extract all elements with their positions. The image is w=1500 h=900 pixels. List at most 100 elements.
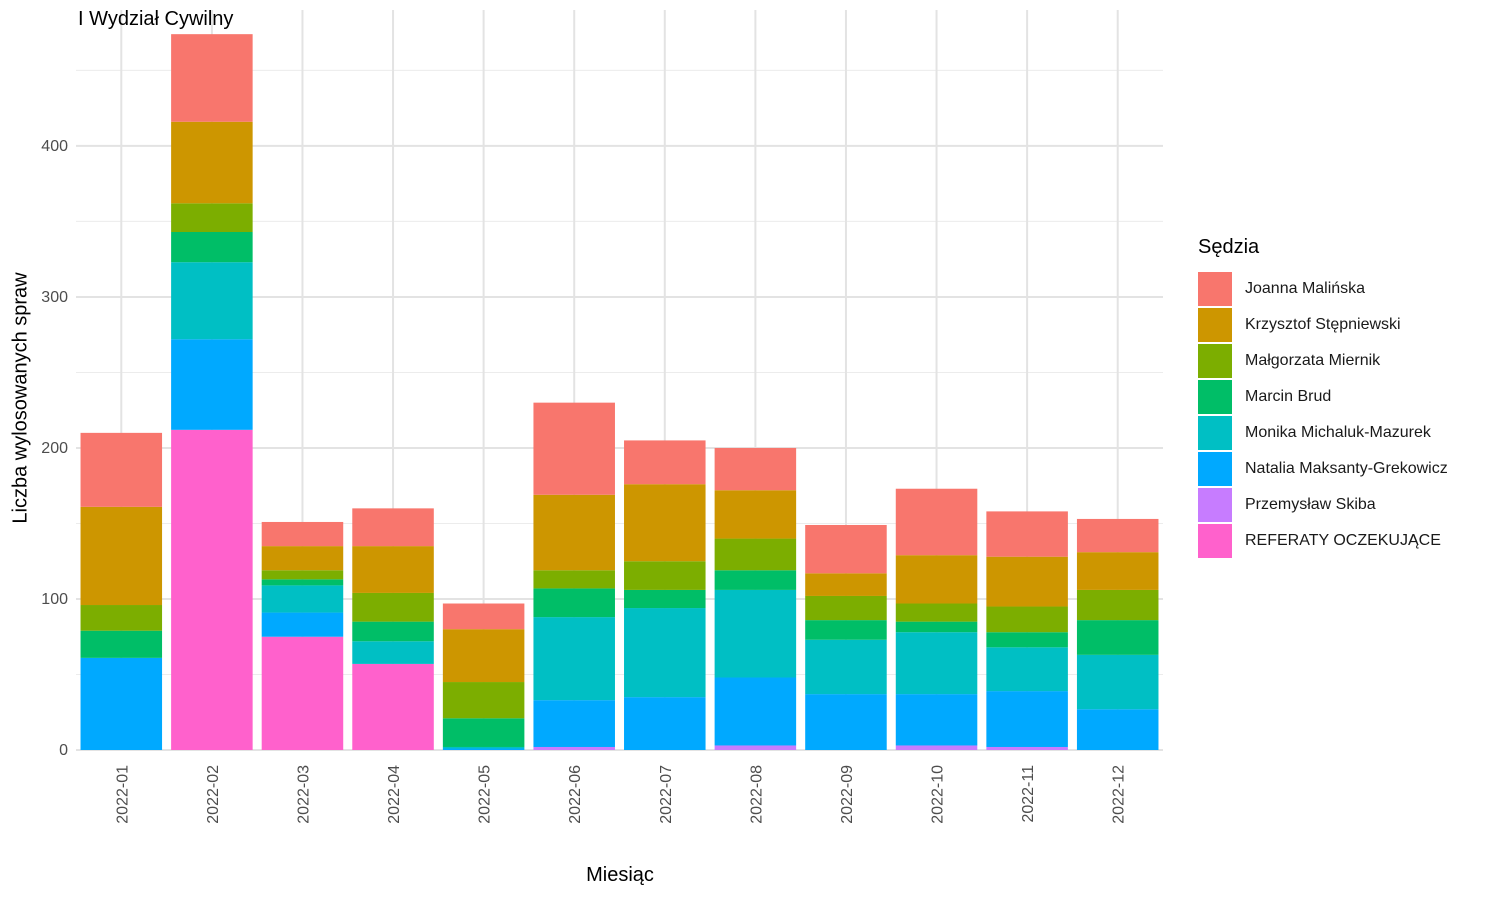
bar-segment: Małgorzata Miernik 2022-10: 12 — [895, 603, 978, 622]
bar-segment: Małgorzata Miernik 2022-01: 17 — [80, 605, 163, 631]
x-tick-label: 2022-01 — [114, 765, 131, 824]
legend-title: Sędzia — [1198, 236, 1260, 258]
bar-segment: Marcin Brud 2022-01: 18 — [80, 630, 163, 658]
legend-swatch — [1198, 272, 1232, 306]
bar-segment: Przemysław Skiba 2022-08: 3 — [714, 745, 797, 750]
bar-segment: Joanna Malińska 2022-09: 32 — [805, 524, 887, 574]
legend-swatch — [1198, 524, 1232, 558]
bar-segment: Małgorzata Miernik 2022-11: 17 — [986, 606, 1068, 633]
bar-segment: Przemysław Skiba 2022-06: 2 — [533, 746, 615, 750]
bar-segment: Marcin Brud 2022-11: 10 — [986, 632, 1068, 648]
bar-segment: Krzysztof Stępniewski 2022-06: 50 — [533, 494, 615, 571]
bar-segment: Joanna Malińska 2022-10: 44 — [895, 488, 978, 556]
bar-segment: Przemysław Skiba 2022-10: 3 — [895, 745, 978, 750]
y-tick-labels: 0 100 200 300 400 — [41, 138, 68, 759]
legend-entry: Krzysztof Stępniewski — [1198, 307, 1448, 343]
x-tick-label: 2022-06 — [567, 765, 584, 824]
legend-swatch — [1198, 380, 1232, 414]
legend-entry: Małgorzata Miernik — [1198, 343, 1448, 379]
bar-segment: Krzysztof Stępniewski 2022-01: 65 — [80, 506, 163, 606]
bar-segment: Joanna Malińska 2022-11: 30 — [986, 511, 1068, 557]
x-tick-label: 2022-05 — [477, 765, 494, 824]
bar-segment: Natalia Maksanty-Grekowicz 2022-09: 37 — [805, 694, 887, 750]
bar-segment: Joanna Malińska 2022-07: 29 — [624, 440, 706, 485]
y-tick-label: 400 — [41, 138, 68, 155]
bar-segment: Joanna Malińska 2022-02: 58 — [171, 34, 253, 122]
bar-segment: Natalia Maksanty-Grekowicz 2022-01: 61 — [80, 657, 163, 750]
bar-segment: Monika Michaluk-Mazurek 2022-04: 15 — [352, 641, 434, 664]
bar-segment: Krzysztof Stępniewski 2022-02: 54 — [171, 121, 253, 204]
bar-segment: Joanna Malińska 2022-04: 25 — [352, 508, 434, 547]
bar-segment: Monika Michaluk-Mazurek 2022-07: 59 — [624, 608, 706, 698]
x-tick-label: 2022-04 — [386, 765, 403, 824]
y-tick-label: 200 — [41, 440, 68, 457]
legend-label: Natalia Maksanty-Grekowicz — [1245, 460, 1448, 477]
bar-segment: REFERATY OCZEKUJĄCE 2022-03: 75 — [261, 636, 344, 750]
legend-entry: Marcin Brud — [1198, 379, 1448, 415]
x-tick-label: 2022-12 — [1111, 765, 1128, 824]
legend-label: Marcin Brud — [1245, 388, 1332, 405]
legend-swatch — [1198, 488, 1232, 522]
bar-segment: Marcin Brud 2022-12: 23 — [1076, 620, 1159, 655]
bar-segment: REFERATY OCZEKUJĄCE 2022-04: 57 — [352, 663, 434, 750]
bar-segment: REFERATY OCZEKUJĄCE 2022-02: 212 — [171, 429, 253, 750]
x-axis-label: Miesiąc — [586, 864, 654, 886]
bars: Natalia Maksanty-Grekowicz 2022-01: 61Ma… — [80, 34, 1159, 750]
bar-segment: Monika Michaluk-Mazurek 2022-12: 36 — [1076, 654, 1159, 710]
bar-segment: Monika Michaluk-Mazurek 2022-11: 29 — [986, 647, 1068, 692]
legend-swatch — [1198, 308, 1232, 342]
bar-segment: Krzysztof Stępniewski 2022-05: 35 — [442, 629, 525, 683]
legend-entry: Monika Michaluk-Mazurek — [1198, 415, 1448, 451]
bar-segment: Marcin Brud 2022-07: 12 — [624, 589, 706, 609]
bar-segment: Krzysztof Stępniewski 2022-11: 33 — [986, 556, 1068, 607]
bar-segment: Monika Michaluk-Mazurek 2022-05: 1 — [442, 746, 525, 749]
bar-segment: Małgorzata Miernik 2022-06: 12 — [533, 570, 615, 589]
bar-segment: Marcin Brud 2022-09: 13 — [805, 620, 887, 640]
legend-entry: REFERATY OCZEKUJĄCE — [1198, 523, 1448, 559]
legend-entry: Natalia Maksanty-Grekowicz — [1198, 451, 1448, 487]
chart-title: I Wydział Cywilny — [78, 8, 234, 30]
y-tick-label: 0 — [59, 742, 68, 759]
bar-segment: Krzysztof Stępniewski 2022-08: 32 — [714, 490, 797, 539]
x-tick-labels: 2022-01 2022-02 2022-03 2022-04 2022-05 2022-… — [114, 765, 1127, 824]
legend-items: Joanna Malińska Krzysztof Stępniewski Małg… — [1198, 271, 1448, 559]
bar-segment: Krzysztof Stępniewski 2022-04: 31 — [352, 546, 434, 593]
legend-swatch — [1198, 416, 1232, 450]
bar-segment: Krzysztof Stępniewski 2022-09: 15 — [805, 573, 887, 596]
legend-label: Przemysław Skiba — [1245, 496, 1376, 513]
bar-segment: Krzysztof Stępniewski 2022-03: 16 — [261, 546, 344, 571]
bar-segment: Marcin Brud 2022-05: 19 — [442, 718, 525, 747]
bar-segment: Marcin Brud 2022-10: 7 — [895, 621, 978, 633]
x-tick-label: 2022-09 — [839, 765, 856, 824]
bar-segment: Joanna Malińska 2022-12: 22 — [1076, 518, 1159, 553]
bar-segment: Joanna Malińska 2022-03: 16 — [261, 521, 344, 547]
bar-segment: Małgorzata Miernik 2022-05: 24 — [442, 682, 525, 719]
bar-segment: Natalia Maksanty-Grekowicz 2022-02: 60 — [171, 339, 253, 430]
x-tick-label: 2022-11 — [1020, 765, 1037, 823]
legend: Sędzia Joanna Malińska Krzysztof Stępniew… — [1198, 236, 1448, 559]
bar-segment: Natalia Maksanty-Grekowicz 2022-10: 34 — [895, 694, 978, 746]
bar-segment: Małgorzata Miernik 2022-04: 19 — [352, 592, 434, 622]
legend-entry: Joanna Malińska — [1198, 271, 1448, 307]
bar-segment: Monika Michaluk-Mazurek 2022-06: 55 — [533, 617, 615, 701]
x-tick-label: 2022-07 — [658, 765, 675, 824]
bar-segment: Joanna Malińska 2022-06: 61 — [533, 402, 615, 495]
legend-label: Krzysztof Stępniewski — [1245, 316, 1401, 333]
bar-segment: Małgorzata Miernik 2022-02: 19 — [171, 203, 253, 232]
bar-segment: Joanna Malińska 2022-05: 17 — [442, 603, 525, 630]
bar-segment: Marcin Brud 2022-04: 13 — [352, 621, 434, 642]
bar-segment: Natalia Maksanty-Grekowicz 2022-03: 16 — [261, 612, 344, 637]
bar-segment: Przemysław Skiba 2022-11: 2 — [986, 746, 1068, 750]
bar-segment: Marcin Brud 2022-03: 4 — [261, 579, 344, 586]
y-axis-label: Liczba wylosowanych spraw — [9, 272, 32, 524]
bar-segment: Natalia Maksanty-Grekowicz 2022-07: 35 — [624, 697, 706, 750]
legend-label: REFERATY OCZEKUJĄCE — [1245, 532, 1441, 549]
legend-swatch — [1198, 452, 1232, 486]
bar-segment: Monika Michaluk-Mazurek 2022-09: 36 — [805, 639, 887, 695]
bar-segment: Marcin Brud 2022-06: 19 — [533, 588, 615, 618]
bar-segment: Marcin Brud 2022-08: 13 — [714, 570, 797, 590]
legend-entry: Przemysław Skiba — [1198, 487, 1448, 523]
bar-segment: Monika Michaluk-Mazurek 2022-02: 51 — [171, 262, 253, 340]
bar-segment: Krzysztof Stępniewski 2022-12: 25 — [1076, 552, 1159, 590]
